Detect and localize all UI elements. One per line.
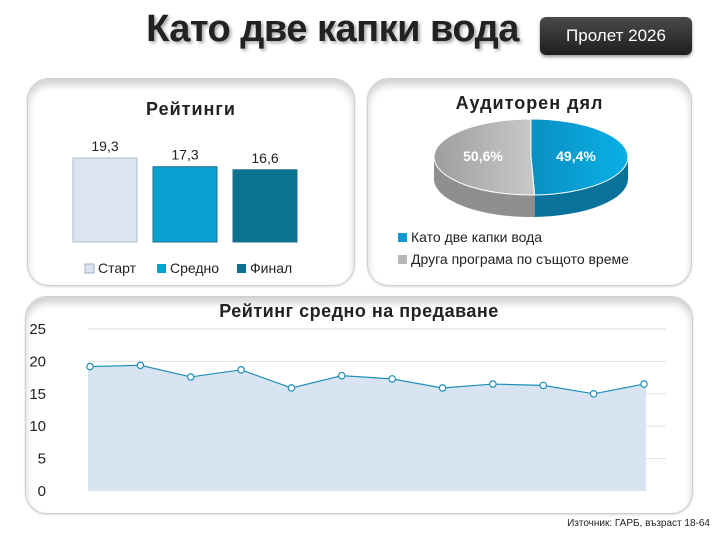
audience-pie-chart: 49,4% 50,6% Като две капки вода Друга прогр… <box>398 118 629 267</box>
y-tick-label-0: 0 <box>38 483 46 500</box>
bar-value-label-1: 19,3 <box>91 138 118 154</box>
data-point-3 <box>186 373 195 381</box>
pie-side-blue <box>534 157 628 217</box>
data-point-11 <box>589 390 598 398</box>
legend-label-3: Финал <box>250 260 292 276</box>
trend-panel: Рейтинг средно на предаване 0 5 10 15 20 25 <box>25 296 693 514</box>
trend-title: Рейтинг средно на предаване <box>219 301 499 321</box>
data-point-4 <box>237 366 245 374</box>
bar-value-label-2: 17,3 <box>171 147 198 163</box>
legend-label-2: Средно <box>170 260 219 276</box>
y-tick-label-25: 25 <box>29 321 46 338</box>
pie-legend-label-2: Друга програма по същото време <box>411 251 629 267</box>
data-point-10 <box>539 381 548 390</box>
pie-label-gray: 50,6% <box>463 148 503 164</box>
data-point-7 <box>388 375 396 383</box>
bar-value-label-3: 16,6 <box>251 150 278 166</box>
y-tick-label-5: 5 <box>38 451 46 468</box>
ratings-panel: Рейтинги 19,3 17,3 16,6 Старт Средно Финал <box>27 78 355 286</box>
y-tick-label-10: 10 <box>29 418 46 435</box>
legend-swatch-1 <box>84 263 95 274</box>
pie-label-blue: 49,4% <box>556 148 596 164</box>
data-point-2 <box>136 361 145 370</box>
bar-2 <box>152 166 218 243</box>
data-point-1 <box>86 362 94 371</box>
data-point-6 <box>338 371 346 380</box>
pie-legend-swatch-1 <box>398 233 407 242</box>
legend-swatch-2 <box>157 264 166 273</box>
season-badge: Пролет 2026 <box>540 17 692 55</box>
bar-1 <box>72 157 138 243</box>
area-fill <box>88 365 646 491</box>
y-tick-label-15: 15 <box>29 386 46 403</box>
pie-side-gray <box>434 157 535 218</box>
pie-slice-blue <box>530 118 629 196</box>
ratings-bar-chart: 19,3 17,3 16,6 Старт Средно Финал <box>72 138 298 276</box>
pie-slice-gray <box>433 118 536 196</box>
y-tick-label-20: 20 <box>29 353 46 370</box>
pie-legend-label-1: Като две капки вода <box>411 229 542 245</box>
source-note: Източник: ГАРБ, възраст 18-64 <box>567 518 710 529</box>
audience-title: Аудиторен дял <box>455 93 604 113</box>
trend-area-chart: 0 5 10 15 20 25 <box>29 321 666 500</box>
data-point-5 <box>287 384 296 392</box>
legend-label-1: Старт <box>98 260 137 276</box>
data-point-8 <box>438 384 447 392</box>
page-title: Като две капки вода <box>146 8 519 50</box>
data-point-12 <box>640 380 648 388</box>
data-point-9 <box>489 380 497 388</box>
area-line <box>89 364 645 395</box>
pie-legend-swatch-2 <box>398 255 407 264</box>
ratings-title: Рейтинги <box>146 99 236 119</box>
legend-swatch-3 <box>237 264 246 273</box>
bar-3 <box>232 169 298 243</box>
audience-panel: Аудиторен дял 49,4% 50,6% Като две капки в… <box>367 78 692 286</box>
